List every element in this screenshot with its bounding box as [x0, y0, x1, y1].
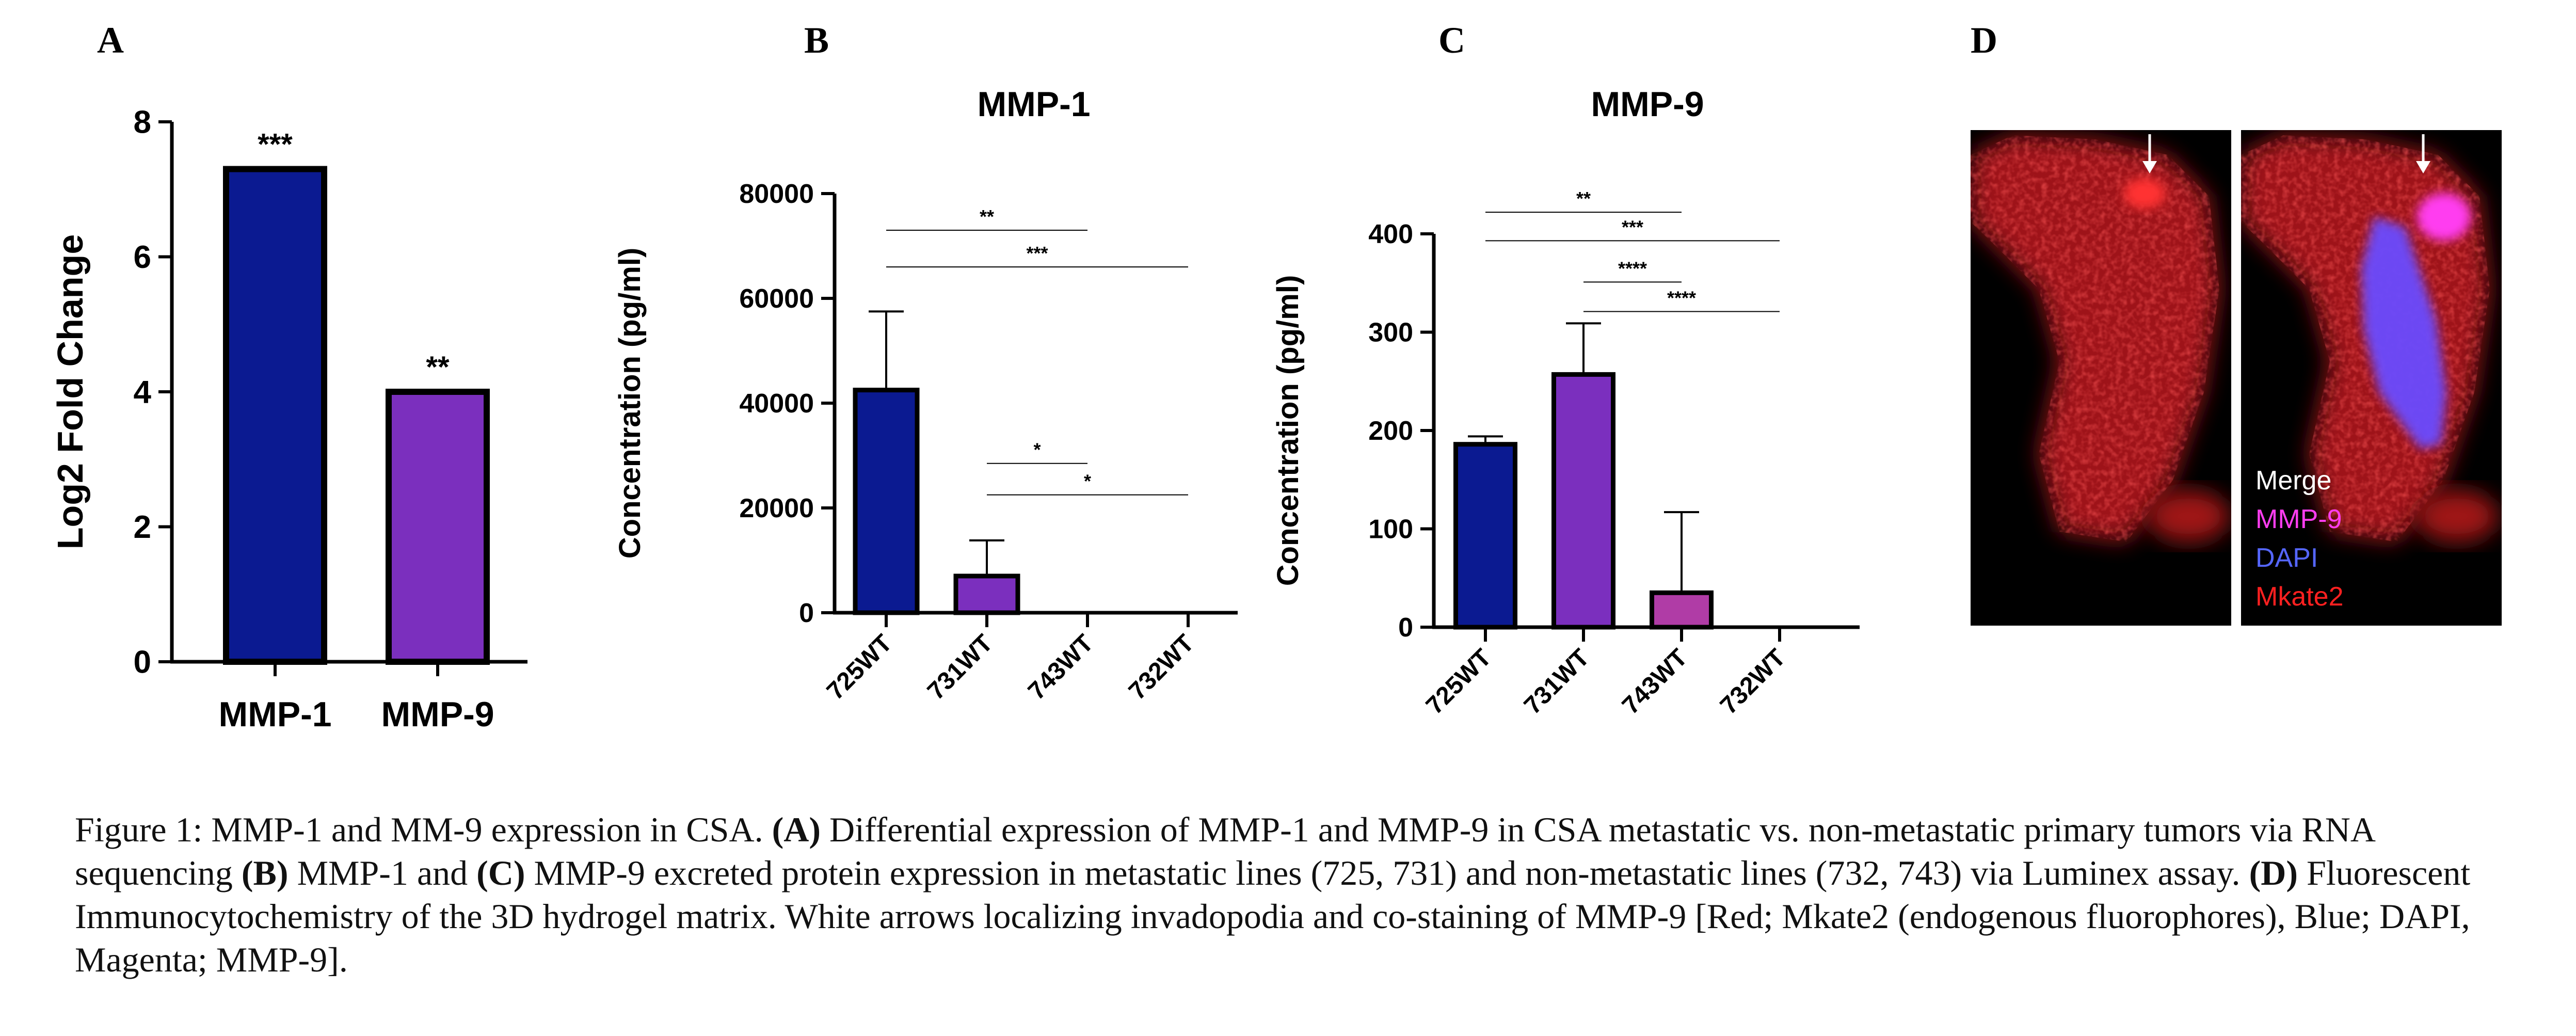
- significance-label: **: [1576, 188, 1591, 209]
- chart-b: MMP-1 Concentration (pg/ml) 0 20000 40000 600…: [613, 85, 1238, 705]
- figure-caption: Figure 1: MMP-1 and MM-9 expression in C…: [75, 808, 2521, 981]
- y-tick-label: 20000: [739, 493, 814, 523]
- x-tick-label: 725WT: [1421, 644, 1497, 720]
- caption-text-2: Differential expression of MMP-1 and MMP…: [75, 810, 2374, 892]
- y-tick-label: 40000: [739, 389, 814, 419]
- arrow-right-head: [2416, 161, 2430, 173]
- micrograph-left-label: Mkate2: [1987, 581, 2075, 611]
- significance-label: *: [1084, 471, 1091, 492]
- x-tick-label: 731WT: [922, 629, 998, 705]
- bar: [1650, 590, 1714, 630]
- x-tick-label: 725WT: [822, 629, 898, 705]
- x-tick-label: MMP-9: [381, 695, 494, 734]
- chart-title: MMP-1: [977, 85, 1090, 124]
- bar: [853, 388, 920, 615]
- y-tick-label: 80000: [739, 179, 814, 209]
- y-tick-label: 2: [134, 509, 151, 545]
- significance-label: ***: [258, 128, 293, 162]
- y-tick-label: 100: [1368, 515, 1413, 545]
- x-tick-label: 731WT: [1519, 644, 1595, 720]
- x-tick-label: 732WT: [1715, 644, 1791, 720]
- y-axis-label: Concentration (pg/ml): [1271, 275, 1305, 586]
- panel-letter-c: C: [1438, 20, 1465, 61]
- panel-letter-b: B: [804, 20, 829, 61]
- y-tick-label: 400: [1368, 219, 1413, 249]
- bar: [953, 573, 1020, 615]
- legend-dapi-label: DAPI: [2255, 543, 2318, 573]
- mmp9-invadopodium: [2417, 193, 2471, 241]
- caption-text-4: MMP-9 excreted protein expression in met…: [525, 853, 2249, 892]
- arrow-left-head: [2142, 161, 2157, 173]
- y-tick-label: 300: [1368, 318, 1413, 348]
- dapi-nucleus: [2361, 217, 2446, 449]
- caption-text-5: Fluorescent Immunocytochemistry of the 3…: [75, 853, 2471, 979]
- significance-label: **: [980, 206, 994, 227]
- bar: [1551, 372, 1615, 630]
- glow-left-bottom: [2147, 490, 2230, 542]
- caption-bold-a: (A): [772, 810, 821, 849]
- legend-mkate2-label: Mkate2: [2255, 582, 2344, 612]
- x-tick-label: 732WT: [1124, 629, 1199, 705]
- x-tick-label: 743WT: [1023, 629, 1099, 705]
- caption-bold-b: (B): [241, 853, 289, 892]
- caption-text-1: Figure 1: MMP-1 and MM-9 expression in C…: [75, 810, 772, 849]
- panel-letter-d: D: [1971, 20, 1997, 61]
- significance-label: ***: [1026, 243, 1048, 264]
- invadopodium-left: [2124, 178, 2165, 209]
- micrograph-mkate2-panel: Mkate2: [1971, 130, 2231, 626]
- significance-label: **: [426, 350, 450, 384]
- x-tick-label: MMP-1: [218, 695, 331, 734]
- y-tick-label: 8: [134, 105, 151, 140]
- y-tick-label: 6: [134, 240, 151, 275]
- y-tick-label: 200: [1368, 416, 1413, 446]
- chart-title: MMP-9: [1591, 85, 1704, 124]
- y-tick-label: 0: [1398, 613, 1413, 643]
- caption-bold-c: (C): [476, 853, 525, 892]
- glow-right-bottom: [2415, 490, 2498, 542]
- caption-bold-d: (D): [2249, 853, 2298, 892]
- bar: [1453, 442, 1517, 630]
- significance-label: ****: [1618, 258, 1647, 279]
- x-tick-label: 743WT: [1617, 644, 1693, 720]
- significance-label: ****: [1667, 287, 1696, 308]
- y-axis-label: Log2 Fold Change: [50, 234, 90, 550]
- y-tick-label: 4: [134, 375, 152, 410]
- y-tick-label: 0: [799, 598, 814, 628]
- caption-text-3: MMP-1 and: [288, 853, 477, 892]
- y-tick-label: 0: [134, 645, 151, 680]
- significance-label: ***: [1622, 216, 1643, 237]
- bar: [386, 389, 490, 665]
- chart-c: MMP-9 Concentration (pg/ml) 0 100 200 300 400 7…: [1271, 85, 1860, 720]
- micrograph-merge-panel: Merge MMP-9 DAPI Mkate2: [2241, 130, 2502, 626]
- legend-merge-label: Merge: [2255, 466, 2331, 496]
- chart-a: Log2 Fold Change 0 2 4 6 8 MMP-1 *** MMP-9 **: [50, 105, 527, 734]
- panel-letter-a: A: [97, 20, 124, 61]
- significance-label: *: [1033, 439, 1041, 460]
- bar: [223, 166, 327, 665]
- y-axis-label: Concentration (pg/ml): [613, 248, 647, 559]
- legend-mmp9-label: MMP-9: [2255, 504, 2342, 534]
- y-tick-label: 60000: [739, 284, 814, 314]
- cell-texture-left: [1971, 135, 2219, 542]
